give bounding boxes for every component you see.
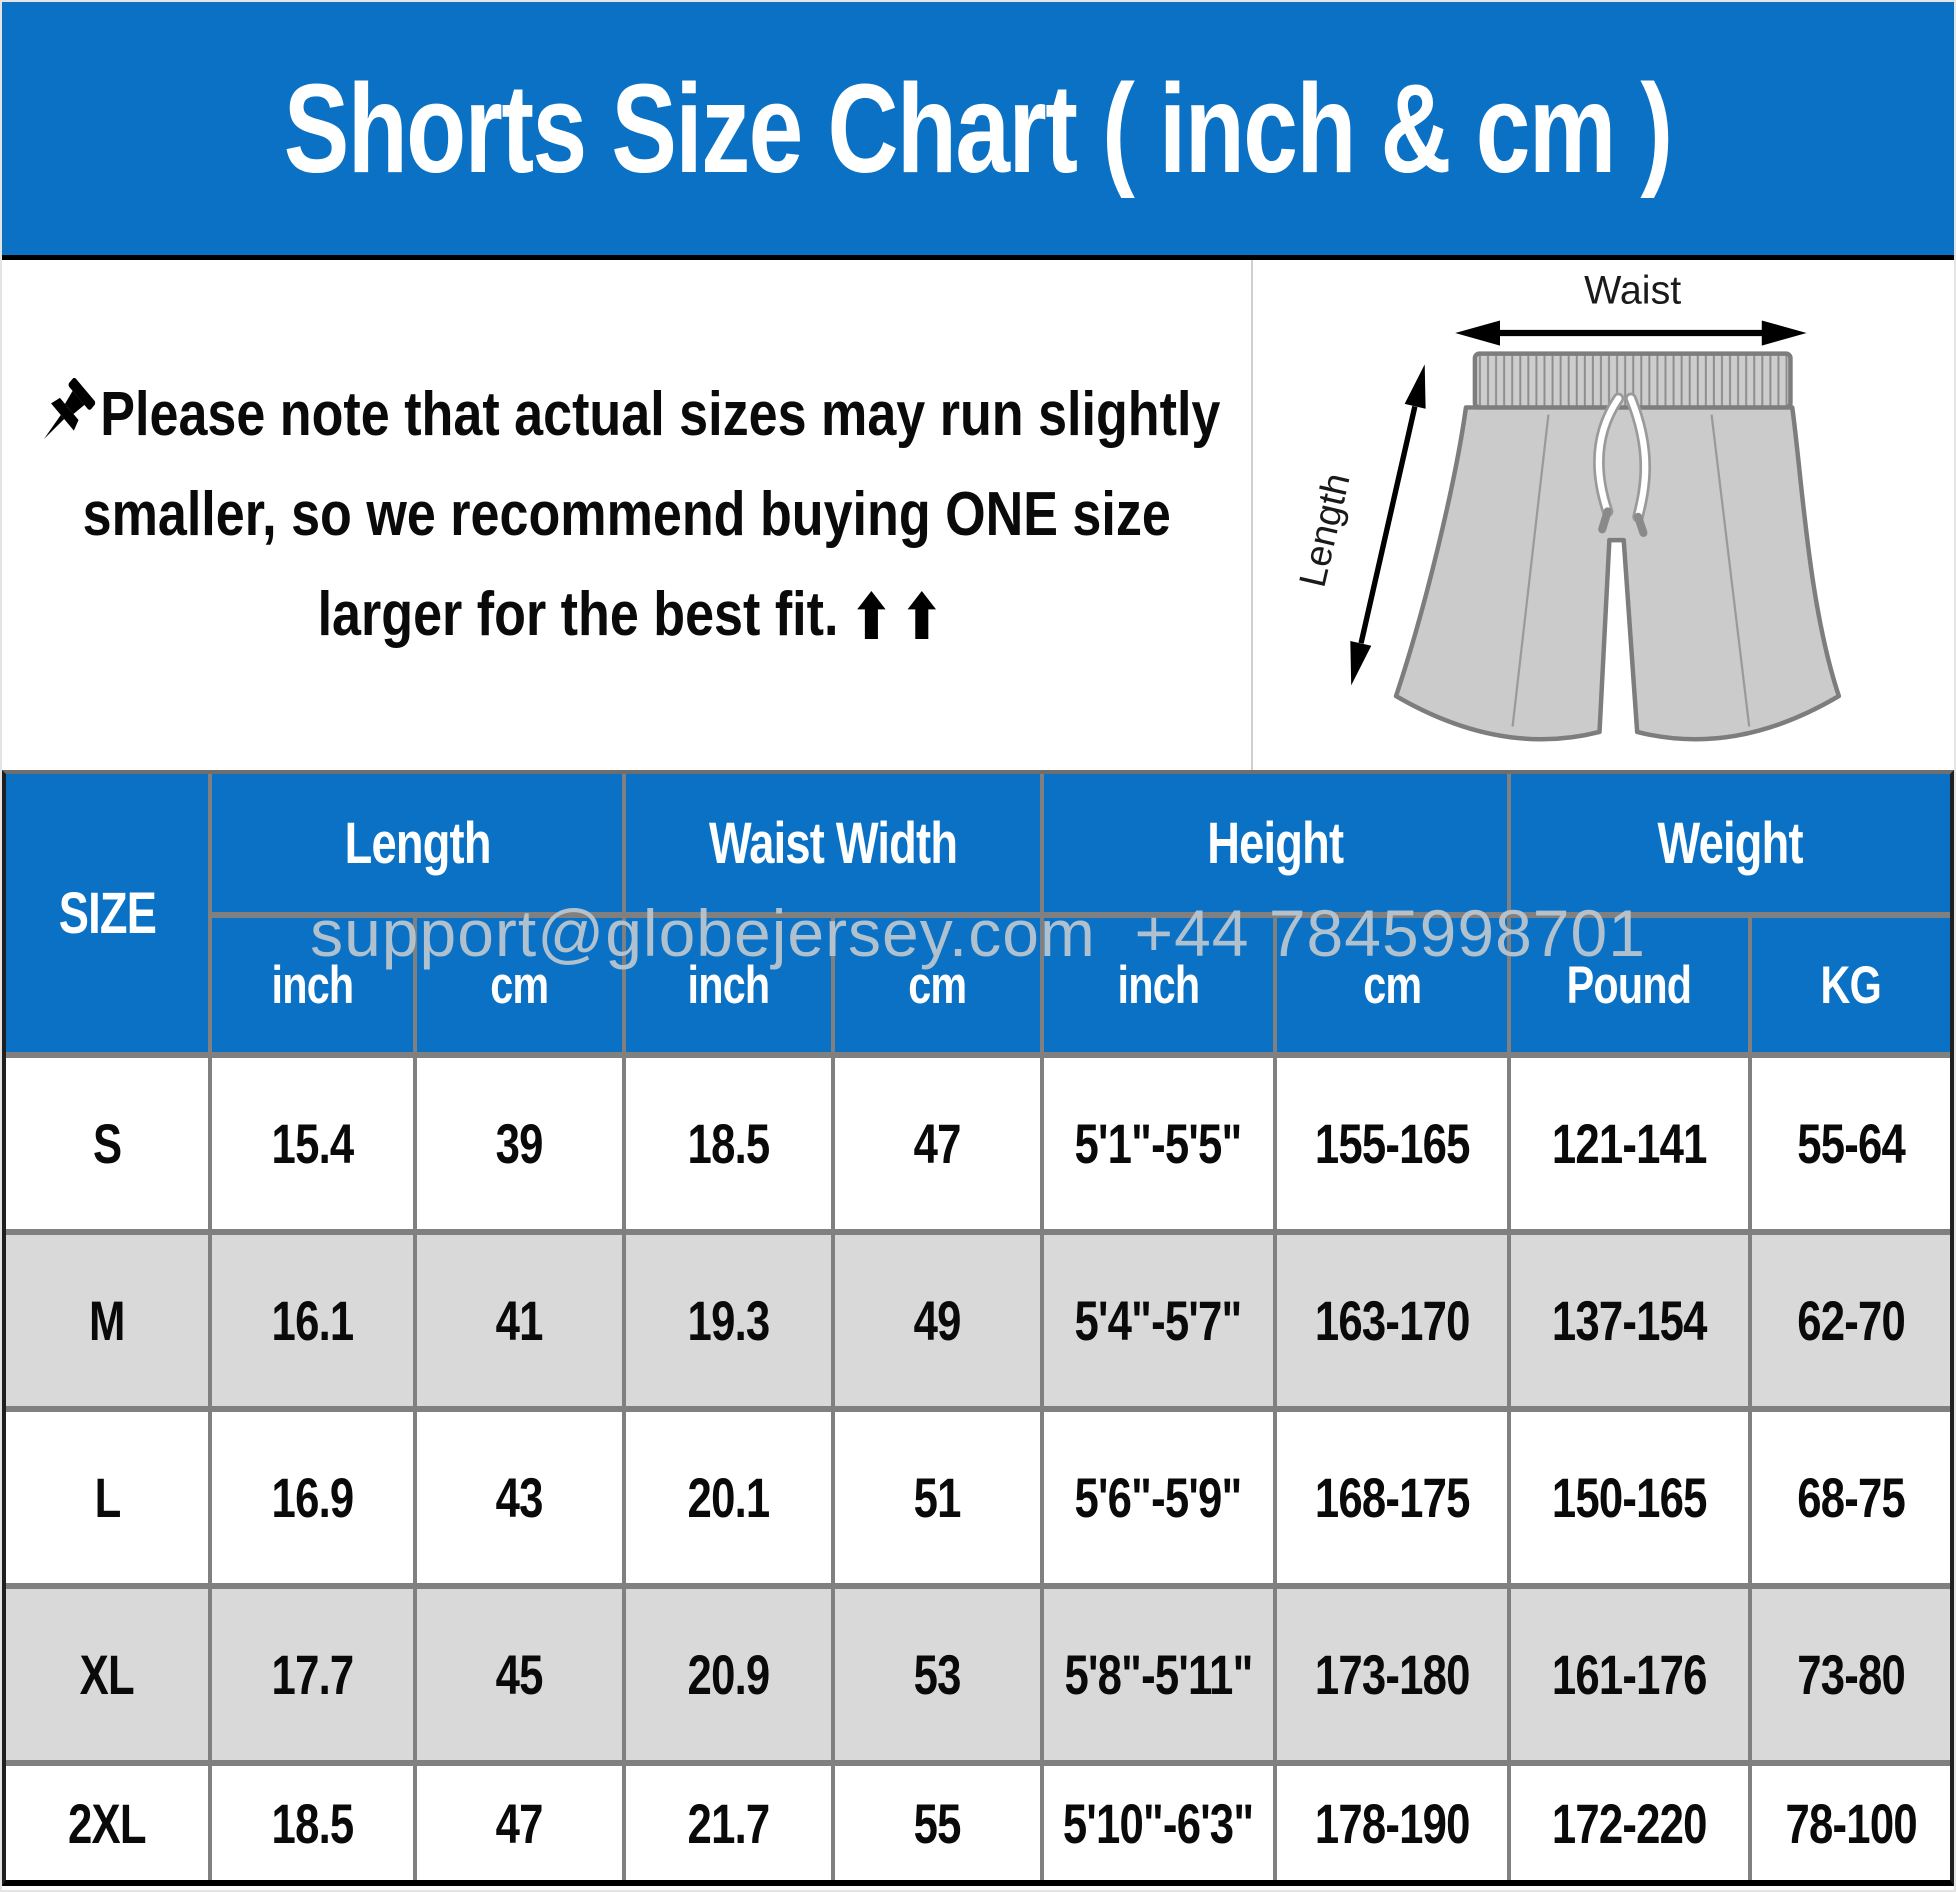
note-line-text: smaller, so we recommend buying ONE size bbox=[82, 480, 1171, 549]
length-arrow-icon bbox=[1349, 364, 1426, 686]
up-arrow-icon bbox=[856, 591, 886, 639]
group-header-waist-width: Waist Width bbox=[626, 774, 1040, 912]
shorts-graphic bbox=[1393, 351, 1841, 742]
table-cell: 15.4 bbox=[212, 1058, 413, 1229]
table-cell: 150-165 bbox=[1511, 1412, 1748, 1583]
table-cell: 39 bbox=[416, 1058, 622, 1229]
note-line: Please note that actual sizes may run sl… bbox=[33, 365, 1220, 465]
page-title: Shorts Size Chart ( inch & cm ) bbox=[284, 58, 1673, 199]
row-size-label: L bbox=[6, 1412, 209, 1583]
table-cell: 5'1"-5'5" bbox=[1043, 1058, 1274, 1229]
subheader-cell: inch bbox=[212, 918, 413, 1052]
table-cell: 49 bbox=[835, 1235, 1040, 1406]
row-size-label: S bbox=[6, 1058, 209, 1229]
row-size-label: 2XL bbox=[6, 1766, 209, 1880]
pushpin-icon bbox=[43, 378, 96, 440]
table-cell: 68-75 bbox=[1751, 1412, 1950, 1583]
subheader-cell: inch bbox=[1043, 918, 1274, 1052]
row-size-label: M bbox=[6, 1235, 209, 1406]
subheader-cell: KG bbox=[1751, 918, 1950, 1052]
title-banner: Shorts Size Chart ( inch & cm ) bbox=[2, 2, 1954, 260]
table-cell: 137-154 bbox=[1511, 1235, 1748, 1406]
waist-arrow-icon bbox=[1454, 320, 1807, 346]
table-cell: 20.9 bbox=[626, 1589, 832, 1760]
row-size-label: XL bbox=[6, 1589, 209, 1760]
table-cell: 45 bbox=[416, 1589, 622, 1760]
table-cell: 16.9 bbox=[212, 1412, 413, 1583]
subheader-cell: cm bbox=[416, 918, 622, 1052]
table-cell: 21.7 bbox=[626, 1766, 832, 1880]
table-cell: 5'10"-6'3" bbox=[1043, 1766, 1274, 1880]
subheader-cell: cm bbox=[835, 918, 1040, 1052]
note-line-text: Please note that actual sizes may run sl… bbox=[100, 380, 1221, 449]
table-cell: 20.1 bbox=[626, 1412, 832, 1583]
group-header-height: Height bbox=[1043, 774, 1507, 912]
up-arrows bbox=[856, 591, 936, 639]
subheader-cell: inch bbox=[626, 918, 832, 1052]
table-cell: 121-141 bbox=[1511, 1058, 1748, 1229]
middle-section: Please note that actual sizes may run sl… bbox=[2, 260, 1954, 770]
table-cell: 18.5 bbox=[626, 1058, 832, 1229]
subheader-cell: cm bbox=[1277, 918, 1507, 1052]
group-header-weight: Weight bbox=[1511, 774, 1950, 912]
table-cell: 5'4"-5'7" bbox=[1043, 1235, 1274, 1406]
table-cell: 17.7 bbox=[212, 1589, 413, 1760]
table-cell: 55 bbox=[835, 1766, 1040, 1880]
table-cell: 5'6"-5'9" bbox=[1043, 1412, 1274, 1583]
group-header-length: Length bbox=[212, 774, 622, 912]
table-cell: 55-64 bbox=[1751, 1058, 1950, 1229]
note-line: smaller, so we recommend buying ONE size bbox=[33, 465, 1220, 565]
table-cell: 168-175 bbox=[1277, 1412, 1507, 1583]
table-cell: 53 bbox=[835, 1589, 1040, 1760]
table-cell: 16.1 bbox=[212, 1235, 413, 1406]
table-cell: 5'8"-5'11" bbox=[1043, 1589, 1274, 1760]
table-cell: 163-170 bbox=[1277, 1235, 1507, 1406]
subheader-cell: Pound bbox=[1511, 918, 1748, 1052]
table-cell: 47 bbox=[835, 1058, 1040, 1229]
table-cell: 78-100 bbox=[1751, 1766, 1950, 1880]
table-cell: 178-190 bbox=[1277, 1766, 1507, 1880]
table-cell: 41 bbox=[416, 1235, 622, 1406]
table-cell: 173-180 bbox=[1277, 1589, 1507, 1760]
table-cell: 51 bbox=[835, 1412, 1040, 1583]
waist-label: Waist bbox=[1584, 268, 1681, 312]
length-label: Length bbox=[1290, 469, 1357, 591]
column-header-size: SIZE bbox=[6, 774, 209, 1052]
size-table: SIZE Length Waist Width Height Weight in… bbox=[2, 770, 1954, 1886]
table-cell: 19.3 bbox=[626, 1235, 832, 1406]
table-cell: 73-80 bbox=[1751, 1589, 1950, 1760]
table-cell: 18.5 bbox=[212, 1766, 413, 1880]
note-line-text: larger for the best fit. bbox=[317, 580, 839, 649]
table-cell: 172-220 bbox=[1511, 1766, 1748, 1880]
table-cell: 43 bbox=[416, 1412, 622, 1583]
table-cell: 155-165 bbox=[1277, 1058, 1507, 1229]
diagram-panel: Waist Length bbox=[1253, 260, 1954, 770]
note-line: larger for the best fit. bbox=[33, 565, 1220, 665]
up-arrow-icon bbox=[907, 591, 936, 639]
table-cell: 47 bbox=[416, 1766, 622, 1880]
shorts-diagram: Waist Length bbox=[1290, 268, 1841, 742]
table-cell: 161-176 bbox=[1511, 1589, 1748, 1760]
table-cell: 62-70 bbox=[1751, 1235, 1950, 1406]
note-panel: Please note that actual sizes may run sl… bbox=[2, 260, 1253, 770]
